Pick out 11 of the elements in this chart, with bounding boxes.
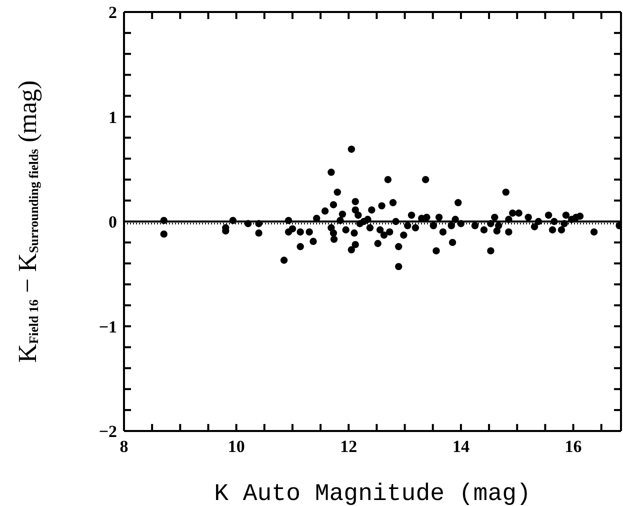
y-tick-label: −1: [98, 317, 117, 336]
x-tick-label: 14: [452, 437, 470, 456]
y-tick-label: 1: [108, 108, 117, 127]
x-tick-label: 10: [228, 437, 245, 456]
x-axis-title: K Auto Magnitude (mag): [214, 481, 531, 506]
y-tick-label: 2: [108, 3, 117, 22]
y-tick-label: −2: [98, 422, 117, 442]
x-tick-label: 16: [564, 437, 582, 456]
y-tick-label: 0: [108, 212, 117, 232]
x-tick-label: 8: [120, 437, 128, 456]
x-tick-label: 12: [340, 437, 358, 456]
